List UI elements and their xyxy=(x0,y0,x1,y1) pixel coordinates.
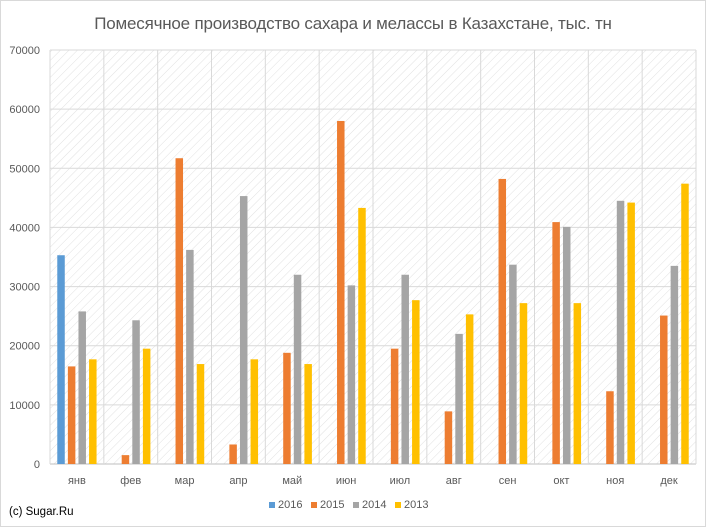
bar-2013 xyxy=(89,359,97,464)
legend-swatch xyxy=(311,502,317,508)
bar-2014 xyxy=(239,196,248,464)
bar-2015 xyxy=(283,352,291,464)
y-tick-label: 30000 xyxy=(9,282,40,294)
bar-2015 xyxy=(552,222,560,464)
legend-label: 2014 xyxy=(362,499,386,511)
bar-2014 xyxy=(401,274,409,464)
bar-2013 xyxy=(358,207,366,464)
legend-swatch xyxy=(353,502,359,508)
y-tick-label: 0 xyxy=(34,459,40,471)
bar-2015 xyxy=(390,348,399,464)
legend-label: 2016 xyxy=(278,499,302,511)
bar-2014 xyxy=(132,320,140,464)
bar-2015 xyxy=(121,455,130,464)
bar-2015 xyxy=(175,158,184,464)
bar-2014 xyxy=(509,264,517,464)
x-tick-label: авг xyxy=(446,475,462,487)
gridlines xyxy=(49,49,697,465)
chart-title: Помесячное производство сахара и мелассы… xyxy=(94,14,612,33)
bar-2013 xyxy=(519,303,528,464)
x-tick-label: мар xyxy=(175,475,195,487)
bar-2015 xyxy=(67,366,76,464)
legend: 2016 2015 2014 2013 xyxy=(269,499,428,511)
x-tick-label: май xyxy=(282,475,302,487)
y-tick-label: 20000 xyxy=(9,341,40,353)
bar-2015 xyxy=(444,411,453,464)
bar-2015 xyxy=(337,120,345,464)
bar-2013 xyxy=(681,183,689,465)
y-axis: 0 10000 20000 30000 40000 50000 60000 70000 xyxy=(9,45,40,471)
legend-swatch xyxy=(269,502,275,508)
bar-2015 xyxy=(606,391,614,464)
bars xyxy=(57,120,689,465)
bar-2013 xyxy=(412,300,420,464)
x-tick-label: дек xyxy=(660,475,678,487)
bar-2014 xyxy=(616,200,625,465)
bar-2013 xyxy=(465,314,474,464)
bar-2013 xyxy=(196,364,205,464)
x-tick-label: фев xyxy=(120,475,141,487)
bar-2013 xyxy=(250,359,259,464)
x-tick-label: сен xyxy=(499,475,517,487)
x-tick-label: ноя xyxy=(606,475,624,487)
x-tick-label: июл xyxy=(390,475,411,487)
bar-2015 xyxy=(498,178,507,464)
credit-text: (c) Sugar.Ru xyxy=(9,506,74,518)
bar-2015 xyxy=(660,315,668,464)
x-tick-label: окт xyxy=(553,475,569,487)
y-tick-label: 70000 xyxy=(9,45,40,57)
x-tick-label: июн xyxy=(336,475,356,487)
bar-2014 xyxy=(78,311,86,464)
bar-2016 xyxy=(57,255,65,464)
bar-2015 xyxy=(229,444,237,464)
y-tick-label: 40000 xyxy=(9,222,40,234)
bar-2014 xyxy=(670,265,679,464)
y-tick-label: 50000 xyxy=(9,163,40,175)
bar-2014 xyxy=(293,274,302,464)
bar-2013 xyxy=(142,348,151,464)
bar-2013 xyxy=(627,202,635,465)
x-axis: янв фев мар апр май июн июл авг сен окт ноя дек xyxy=(68,475,678,487)
x-tick-label: апр xyxy=(229,475,247,487)
legend-label: 2015 xyxy=(320,499,344,511)
legend-label: 2013 xyxy=(404,499,428,511)
bar-2014 xyxy=(562,226,571,464)
legend-swatch xyxy=(395,502,401,508)
x-tick-label: янв xyxy=(68,475,86,487)
y-tick-label: 10000 xyxy=(9,400,40,412)
bar-2014 xyxy=(455,333,463,464)
bar-2013 xyxy=(573,303,582,464)
y-tick-label: 60000 xyxy=(9,104,40,116)
bar-2013 xyxy=(304,364,312,464)
bar-2014 xyxy=(186,249,194,464)
bar-2014 xyxy=(347,285,356,464)
